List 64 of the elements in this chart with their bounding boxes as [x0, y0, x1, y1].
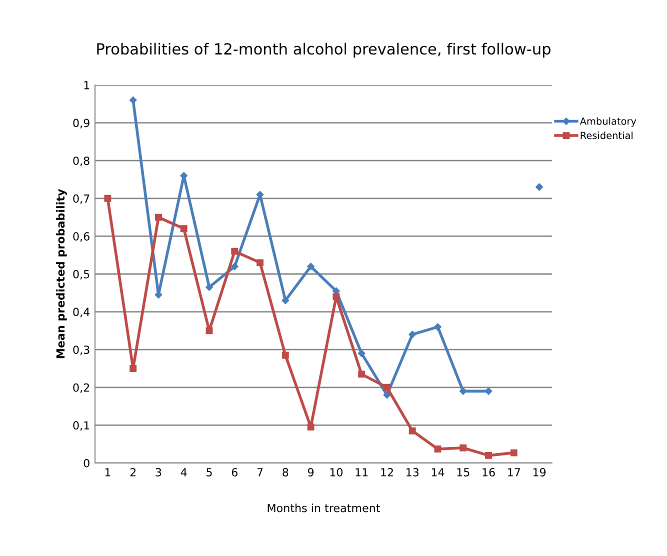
y-tick-label: 0,4 — [73, 308, 90, 318]
point — [231, 262, 238, 270]
point — [206, 327, 213, 334]
x-tick-label: 17 — [508, 468, 520, 476]
point — [154, 291, 162, 298]
x-tick-label: 16 — [482, 468, 495, 476]
point — [155, 214, 162, 221]
legend-label: Residential — [580, 132, 632, 140]
point — [460, 388, 467, 395]
point — [383, 391, 391, 399]
point — [434, 323, 442, 331]
point — [358, 370, 366, 378]
x-tick-label: 2 — [130, 468, 136, 476]
point — [384, 384, 390, 391]
point — [408, 427, 416, 434]
x-tick-label: 13 — [406, 468, 419, 476]
chart-title: Probabilities of 12-month alcohol prevalence, first follow-up — [97, 42, 550, 58]
point — [231, 248, 238, 255]
x-axis-title: Months in treatment — [268, 504, 380, 512]
point — [130, 365, 137, 372]
x-tick-label: 5 — [206, 468, 212, 476]
x-tick-label: 14 — [432, 468, 444, 476]
point — [484, 388, 492, 395]
x-tick-label: 11 — [356, 468, 368, 476]
point — [206, 284, 213, 291]
x-tick-label: 3 — [156, 468, 162, 476]
point — [104, 194, 112, 202]
x-tick-label: 15 — [457, 468, 470, 476]
y-tick-label: 0,9 — [73, 118, 90, 128]
point — [129, 96, 137, 104]
point — [282, 296, 290, 304]
point — [408, 330, 416, 338]
point — [460, 444, 467, 452]
x-tick-label: 8 — [282, 468, 288, 476]
point — [485, 452, 492, 459]
y-tick-label: 1 — [84, 81, 90, 90]
point — [256, 259, 264, 266]
y-axis-title: Mean predicted probability — [56, 189, 67, 358]
point — [332, 293, 340, 300]
point — [536, 183, 543, 191]
y-tick-label: 0,1 — [73, 421, 90, 431]
x-tick-label: 12 — [381, 468, 393, 476]
y-tick-label: 0 — [84, 458, 90, 468]
point — [358, 350, 366, 358]
x-tick-label: 19 — [533, 468, 546, 476]
legend-label: Ambulatory — [580, 117, 636, 127]
y-tick-label: 0,7 — [73, 194, 90, 204]
y-tick-label: 0,3 — [73, 346, 90, 356]
point — [282, 352, 289, 359]
point — [434, 446, 442, 452]
x-tick-label: 6 — [232, 468, 238, 476]
x-tick-label: 1 — [105, 468, 110, 476]
x-tick-label: 4 — [180, 468, 187, 476]
x-tick-label: 10 — [330, 468, 343, 476]
y-tick-label: 0,2 — [73, 383, 90, 393]
point — [180, 225, 188, 232]
y-tick-label: 0,5 — [73, 270, 90, 280]
x-tick-label: 7 — [257, 468, 263, 476]
point — [307, 424, 314, 431]
x-tick-label: 9 — [308, 468, 314, 476]
point — [510, 449, 518, 456]
point — [307, 262, 314, 270]
y-tick-label: 0,8 — [73, 156, 90, 166]
y-tick-label: 0,6 — [73, 232, 90, 242]
